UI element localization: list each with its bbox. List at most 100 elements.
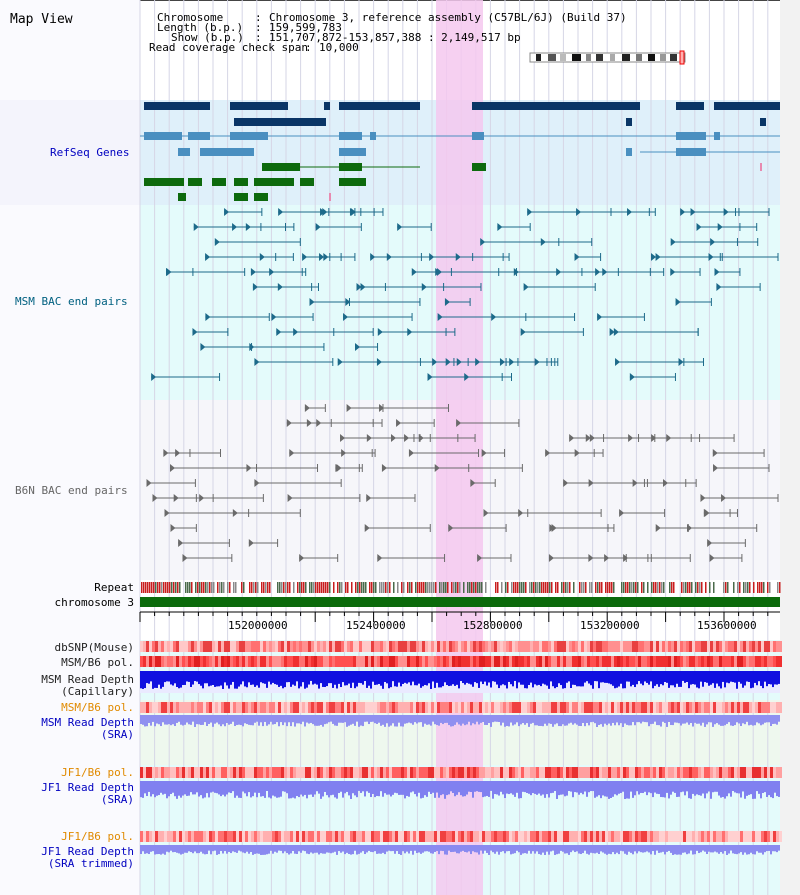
variation-cell	[710, 702, 713, 713]
variation-cell	[317, 702, 320, 713]
variation-cell	[146, 767, 149, 778]
variation-cell	[254, 831, 257, 842]
depth-bar	[708, 845, 710, 852]
depth-bar	[426, 845, 428, 852]
depth-bar	[422, 781, 424, 798]
variation-cell	[296, 641, 299, 652]
variation-cell	[626, 767, 629, 778]
depth-bar	[178, 715, 180, 722]
depth-bar	[410, 845, 412, 851]
depth-bar	[482, 715, 484, 722]
depth-bar	[316, 845, 318, 853]
variation-cell	[320, 831, 323, 842]
depth-bar	[540, 845, 542, 855]
variation-cell	[542, 831, 545, 842]
depth-bar	[446, 671, 448, 686]
depth-bar	[768, 781, 770, 796]
depth-bar	[650, 715, 652, 725]
depth-bar	[152, 715, 154, 722]
variation-cell	[362, 656, 365, 667]
selected-region-highlight[interactable]	[436, 0, 483, 895]
depth-bar	[742, 781, 744, 792]
variation-cell	[236, 656, 239, 667]
variation-cell	[593, 767, 596, 778]
depth-bar	[496, 845, 498, 852]
bac-end-marker	[470, 479, 476, 487]
bac-end-marker	[299, 554, 305, 562]
repeat-mark	[151, 582, 153, 593]
depth-bar	[582, 671, 584, 687]
repeat-mark	[737, 582, 739, 593]
repeat-mark	[161, 582, 163, 593]
depth-bar	[374, 671, 376, 685]
variation-cell	[266, 702, 269, 713]
variation-cell	[269, 641, 272, 652]
variation-cell	[341, 831, 344, 842]
depth-bar	[212, 781, 214, 792]
read-depth-tracks[interactable]	[140, 671, 780, 855]
repeat-mark	[501, 582, 503, 593]
bac-end-marker	[340, 434, 346, 442]
depth-bar	[332, 715, 334, 724]
depth-bar	[206, 715, 208, 726]
depth-bar	[616, 781, 618, 796]
gene-exon	[714, 132, 720, 140]
repeat-mark	[325, 582, 327, 593]
variation-cell	[731, 831, 734, 842]
variation-cell	[188, 702, 191, 713]
depth-bar	[532, 845, 534, 852]
repeat-mark	[423, 582, 425, 593]
depth-bar	[576, 715, 578, 725]
depth-bar	[566, 845, 568, 854]
depth-bar	[382, 715, 384, 725]
variation-cell	[485, 656, 488, 667]
variation-cell	[296, 702, 299, 713]
depth-bar	[702, 781, 704, 794]
variation-cell	[200, 831, 203, 842]
variation-cell	[452, 702, 455, 713]
refseq-genes-track[interactable]	[140, 102, 780, 201]
chromosome-track[interactable]	[140, 597, 780, 607]
variation-tracks[interactable]	[140, 641, 782, 842]
depth-bar	[658, 781, 660, 795]
depth-bar	[770, 845, 772, 855]
depth-bar	[748, 671, 750, 682]
variation-cell	[314, 767, 317, 778]
variation-cell	[458, 831, 461, 842]
variation-cell	[626, 656, 629, 667]
depth-bar	[458, 845, 460, 854]
msm-bac-track[interactable]	[151, 208, 779, 381]
depth-bar	[734, 671, 736, 683]
variation-cell	[284, 831, 287, 842]
bac-end-marker	[381, 464, 387, 472]
depth-bar	[514, 845, 516, 854]
depth-bar	[398, 781, 400, 795]
depth-bar	[462, 671, 464, 684]
repeat-mark	[345, 582, 347, 593]
chromosome-bar[interactable]	[140, 597, 780, 607]
refseq-genes-label: RefSeq Genes	[50, 146, 129, 159]
bac-end-marker	[164, 509, 170, 517]
depth-bar	[314, 671, 316, 684]
variation-cell	[218, 831, 221, 842]
depth-bar	[554, 781, 556, 792]
depth-bar	[244, 781, 246, 794]
variation-cell	[605, 656, 608, 667]
chromosome-ideogram[interactable]	[529, 50, 686, 65]
depth-bar	[440, 845, 442, 851]
depth-bar	[378, 671, 380, 684]
depth-bar	[296, 845, 298, 854]
depth-bar	[262, 845, 264, 855]
variation-cell	[257, 702, 260, 713]
ideogram-band	[596, 54, 603, 61]
b6n-bac-track[interactable]	[146, 404, 779, 562]
variation-cell	[743, 641, 746, 652]
variation-cell	[728, 767, 731, 778]
depth-bar	[360, 715, 362, 726]
depth-bar	[394, 781, 396, 793]
depth-bar	[406, 715, 408, 724]
depth-bar	[712, 715, 714, 727]
variation-cell	[368, 641, 371, 652]
repeat-track[interactable]	[141, 582, 781, 593]
variation-cell	[302, 656, 305, 667]
